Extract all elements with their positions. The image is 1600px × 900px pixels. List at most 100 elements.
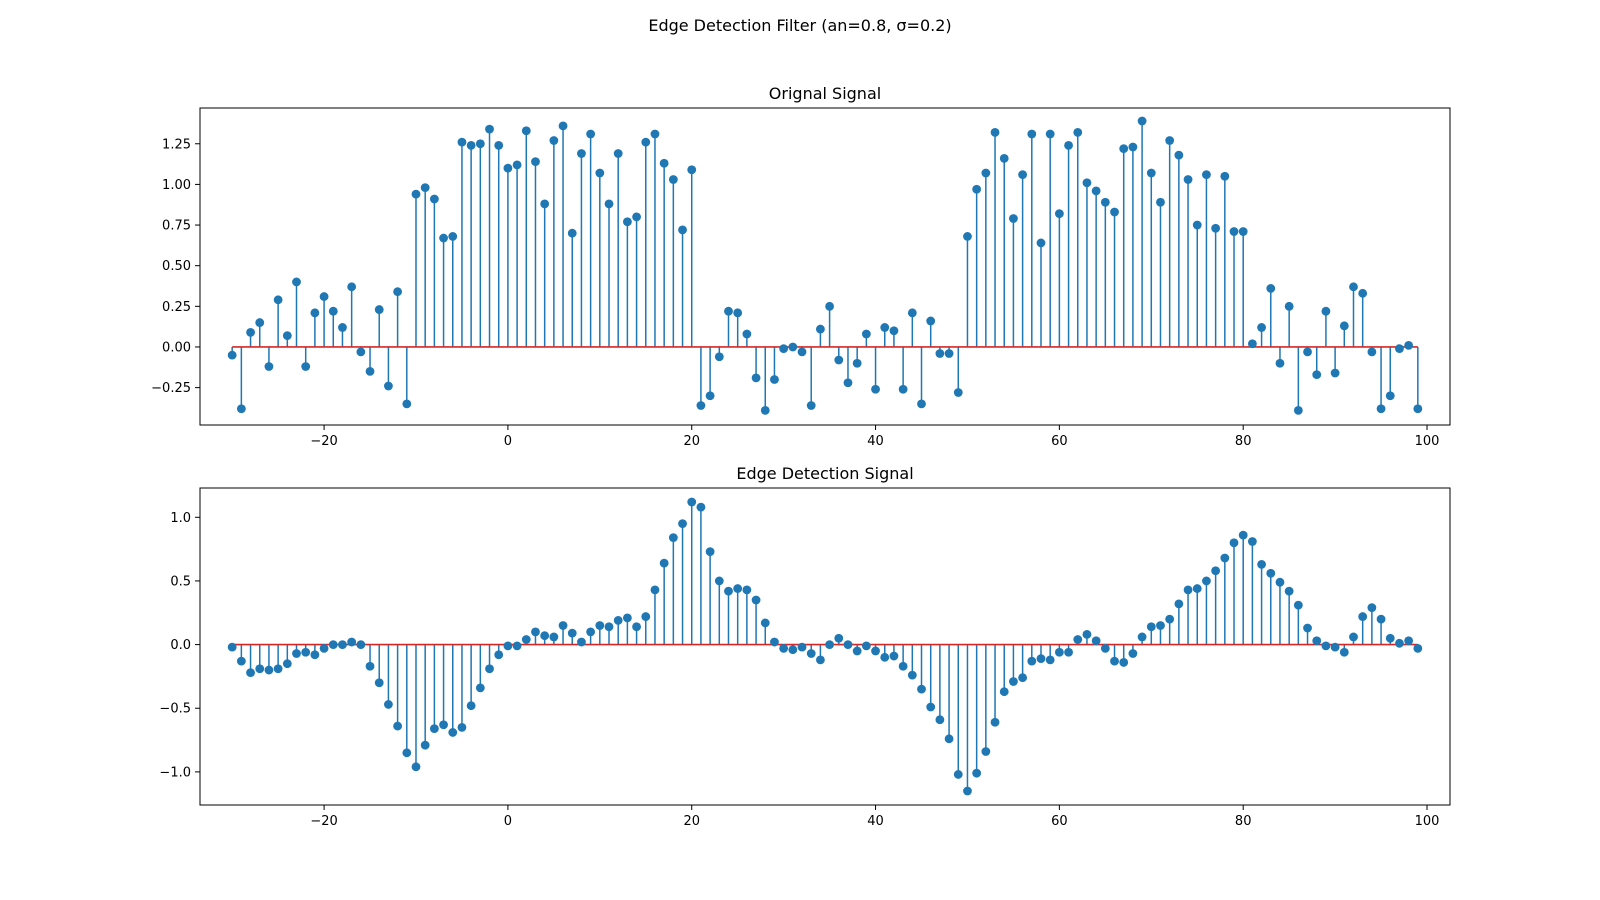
edge-detection-data-point (1156, 621, 1165, 630)
original-signal-data-point (448, 232, 458, 241)
edge-detection-data-point (770, 637, 779, 647)
original-signal-data-point (457, 137, 467, 147)
edge-detection-data-point (1395, 638, 1404, 648)
original-signal-title: Orignal Signal (769, 84, 881, 103)
edge-detection-data-point (990, 717, 1000, 727)
edge-detection-data-point (1036, 654, 1046, 663)
edge-detection-data-point (742, 585, 752, 595)
original-signal-data-point (705, 391, 715, 401)
original-signal-y-tick-label: −0.25 (151, 381, 191, 396)
original-signal-data-point (494, 140, 504, 150)
original-signal-data-point (1064, 140, 1073, 150)
edge-detection-data-point (338, 640, 347, 649)
original-signal-data-point (439, 233, 448, 243)
original-signal-x-tick-label: 60 (1051, 434, 1068, 449)
edge-detection-data-point (678, 519, 687, 529)
edge-detection-data-point (411, 762, 421, 772)
original-signal-data-point (264, 362, 274, 371)
original-signal-data-point (935, 349, 945, 358)
original-signal-data-point (953, 388, 963, 397)
original-signal-data-point (834, 355, 844, 365)
edge-detection-data-point (604, 622, 614, 632)
original-signal-data-point (1257, 323, 1266, 332)
edge-detection-data-point (255, 664, 265, 674)
edge-detection-panel: Edge Detection Signal −20 0 20 40 60 80 100 −1.… (159, 464, 1451, 829)
original-signal-data-point (724, 306, 733, 316)
original-signal-data-point (319, 292, 329, 301)
original-signal-data-point (595, 168, 605, 178)
edge-detection-data-point (567, 628, 577, 638)
edge-detection-data-point (1091, 636, 1101, 646)
edge-detection-data-point (1330, 642, 1340, 652)
edge-detection-data-point (1275, 577, 1285, 587)
original-signal-data-point (1073, 127, 1083, 137)
original-signal-data-point (944, 349, 954, 358)
edge-detection-data-point (1082, 630, 1092, 639)
original-signal-data-point (475, 139, 485, 149)
original-signal-data-point (1358, 288, 1368, 298)
original-signal-data-point (797, 347, 807, 357)
original-signal-data-point (963, 232, 972, 241)
edge-detection-data-point (889, 651, 899, 661)
original-signal-data-point (1119, 144, 1129, 154)
edge-detection-data-point (531, 627, 540, 637)
original-signal-data-point (246, 327, 255, 337)
edge-detection-data-point (475, 683, 485, 693)
edge-detection-data-point (512, 641, 522, 651)
edge-detection-data-point (1238, 530, 1248, 540)
original-signal-data-point (558, 121, 568, 131)
original-signal-data-point (898, 384, 908, 394)
edge-detection-data-point (1349, 632, 1358, 642)
edge-detection-data-point (1110, 656, 1119, 666)
edge-detection-x-tick-label: 60 (1051, 814, 1068, 829)
edge-detection-data-point (687, 497, 697, 507)
original-signal-data-point (255, 318, 265, 327)
original-signal-data-point (779, 344, 789, 353)
original-signal-data-point (1385, 391, 1395, 401)
original-signal-data-point (816, 324, 825, 334)
original-signal-data-point (861, 329, 871, 339)
edge-detection-data-point (374, 678, 384, 688)
original-signal-x-tick-label: 40 (867, 434, 884, 449)
edge-detection-data-point (733, 584, 743, 593)
edge-detection-data-point (319, 644, 329, 653)
original-signal-data-point (641, 137, 651, 147)
edge-detection-y-tick-label: 0.0 (170, 638, 191, 653)
edge-detection-y-tick-label: −1.0 (159, 765, 191, 780)
original-signal-data-point (760, 405, 770, 415)
original-signal-data-point (843, 378, 853, 388)
edge-detection-data-point (1247, 537, 1257, 546)
original-signal-data-point (696, 401, 706, 410)
original-signal-data-point (1220, 171, 1230, 181)
edge-detection-data-point (264, 665, 274, 675)
original-signal-data-point (1027, 129, 1037, 139)
edge-detection-data-point (1174, 599, 1184, 609)
edge-detection-data-point (328, 640, 338, 649)
edge-detection-data-point (1128, 649, 1138, 658)
original-signal-data-point (668, 175, 678, 184)
original-signal-data-point (889, 326, 899, 336)
original-signal-data-point (999, 153, 1009, 163)
original-signal-data-point (503, 163, 513, 173)
original-signal-y-tick-label: 1.00 (162, 178, 191, 193)
original-signal-data-point (282, 331, 292, 340)
original-signal-data-point (1146, 168, 1156, 178)
edge-detection-data-point (999, 687, 1009, 697)
original-signal-y-tick-label: 0.50 (162, 259, 191, 274)
edge-detection-data-point (1376, 614, 1386, 624)
edge-detection-data-point (632, 622, 641, 632)
edge-detection-y-tick-label: 1.0 (170, 511, 191, 526)
edge-detection-data-point (1413, 644, 1423, 653)
edge-detection-data-point (402, 748, 412, 758)
edge-detection-data-point (1100, 644, 1110, 653)
edge-detection-data-point (1054, 647, 1064, 657)
edge-detection-data-point (797, 642, 807, 652)
original-signal-data-point (1128, 142, 1138, 152)
edge-detection-data-point (1146, 622, 1156, 632)
original-signal-data-point (751, 373, 761, 383)
edge-detection-data-point (641, 612, 651, 621)
original-signal-data-point (466, 140, 476, 150)
original-signal-data-point (917, 399, 926, 409)
original-signal-data-point (678, 225, 687, 235)
original-signal-data-point (429, 194, 439, 204)
